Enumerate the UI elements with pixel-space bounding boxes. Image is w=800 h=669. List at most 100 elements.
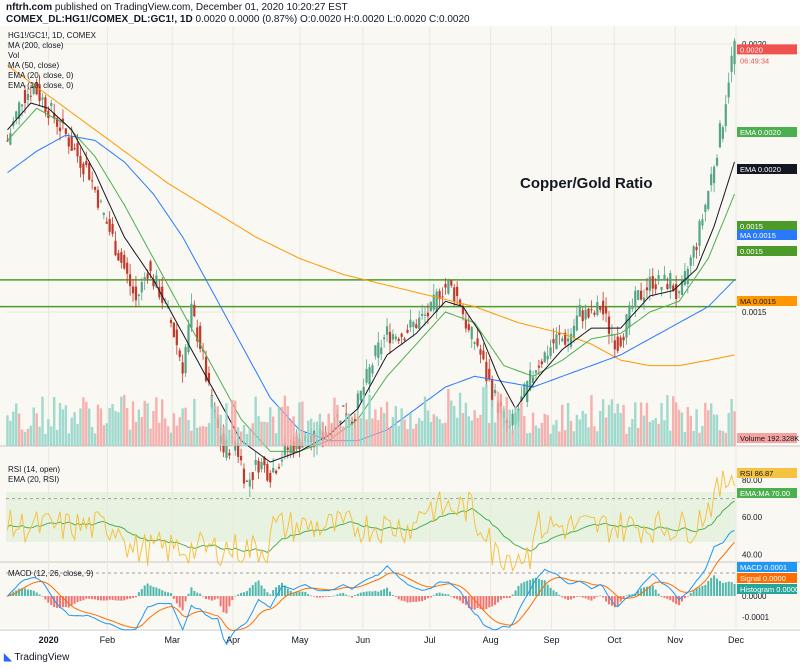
macd-histogram-bar <box>701 585 704 596</box>
ema10-line <box>7 102 735 463</box>
candle-body <box>701 219 704 226</box>
candle-body <box>689 257 692 266</box>
volume-bar <box>140 417 143 446</box>
volume-bar <box>277 406 281 446</box>
macd-histogram-bar <box>231 596 234 601</box>
candle-body <box>409 319 412 328</box>
volume-bar <box>517 410 520 446</box>
macd-histogram-bar <box>161 590 164 596</box>
volume-bar <box>730 399 733 446</box>
volume-bar <box>642 415 646 446</box>
macd-histogram-bar <box>184 596 187 602</box>
volume-bar <box>377 420 380 446</box>
macd-histogram-bar <box>520 583 523 596</box>
candle-body <box>204 356 208 382</box>
candle-body <box>391 334 394 340</box>
tradingview-footer[interactable]: ◣ TradingView <box>4 652 69 663</box>
macd-histogram-bar <box>637 590 640 596</box>
volume-bar <box>50 426 53 446</box>
volume-bar <box>347 413 351 446</box>
volume-bar <box>380 407 383 446</box>
volume-bar <box>631 419 634 446</box>
macd-histogram-bar <box>467 596 470 609</box>
volume-bar <box>458 392 462 446</box>
volume-bar <box>105 423 108 446</box>
volume-bar <box>412 428 415 446</box>
candle-body <box>432 294 435 310</box>
volume-bar <box>388 427 392 446</box>
macd-histogram-bar <box>476 596 479 608</box>
macd-histogram-bar <box>409 596 412 603</box>
candle-body <box>44 97 47 112</box>
candle-body <box>225 440 228 459</box>
macd-histogram-bar <box>619 596 622 602</box>
volume-bar <box>572 431 576 446</box>
candle-body <box>377 342 380 358</box>
macd-histogram-bar <box>129 596 132 599</box>
candle-body <box>645 287 649 291</box>
candle-body <box>549 347 552 357</box>
macd-histogram-bar <box>529 579 532 596</box>
macd-histogram-bar <box>286 588 289 596</box>
macd-histogram-bar <box>537 578 540 596</box>
macd-histogram-bar <box>82 596 85 601</box>
macd-histogram-bar <box>26 589 29 596</box>
rsi-legend: RSI (14, open) <box>8 465 60 474</box>
macd-histogram-bar <box>683 596 686 599</box>
candle-body <box>161 286 164 303</box>
macd-histogram-bar <box>210 596 213 601</box>
candle-body <box>543 352 546 363</box>
candle-body <box>143 277 146 281</box>
candle-body <box>239 455 243 461</box>
author: nftrh.com <box>6 2 53 13</box>
macd-histogram-bar <box>295 592 298 596</box>
volume-bar <box>152 410 155 446</box>
volume-bar <box>455 417 459 446</box>
volume-bar <box>666 395 669 446</box>
macd-histogram-bar <box>713 575 716 596</box>
macd-histogram-bar <box>120 596 123 601</box>
macd-histogram-bar <box>435 593 438 596</box>
candle-body <box>149 261 152 272</box>
candle-body <box>546 355 549 360</box>
volume-bar <box>435 416 438 446</box>
volume-bar <box>715 414 719 446</box>
volume-bar <box>234 400 237 446</box>
candle-body <box>164 299 167 301</box>
candle-body <box>727 82 730 98</box>
macd-histogram-bar <box>330 595 333 597</box>
macd-y-tick: 0.0000 <box>742 592 767 601</box>
volume-bar <box>569 420 573 446</box>
candle-body <box>680 280 684 295</box>
macd-histogram-bar <box>692 590 695 596</box>
volume-bar <box>184 407 187 446</box>
macd-histogram-bar <box>50 596 53 606</box>
candle-body <box>190 303 193 328</box>
candle-body <box>26 93 29 100</box>
volume-bar <box>578 419 581 446</box>
candle-body <box>488 368 491 380</box>
macd-histogram-bar <box>377 591 380 596</box>
volume-bar <box>15 403 18 446</box>
volume-bar <box>134 421 138 446</box>
macd-histogram-bar <box>67 596 70 608</box>
volume-bar <box>496 391 500 446</box>
macd-histogram-bar <box>117 596 120 601</box>
macd-histogram-bar <box>605 596 608 602</box>
volume-bar <box>707 410 710 446</box>
candle-body <box>640 290 643 300</box>
candle-body <box>677 291 681 294</box>
x-tick-label: Aug <box>483 635 499 645</box>
histogram-tag: Histogram 0.0000 <box>740 585 799 594</box>
candle-body <box>123 254 126 269</box>
candle-body <box>616 336 619 351</box>
volume-bar <box>344 414 348 446</box>
volume-bar <box>143 400 146 446</box>
macd-histogram-bar <box>251 585 254 596</box>
macd-histogram-bar <box>278 585 281 596</box>
volume-bar <box>391 417 395 446</box>
volume-bar <box>505 397 508 446</box>
candle-body <box>426 312 430 317</box>
macd-histogram-bar <box>269 594 272 596</box>
